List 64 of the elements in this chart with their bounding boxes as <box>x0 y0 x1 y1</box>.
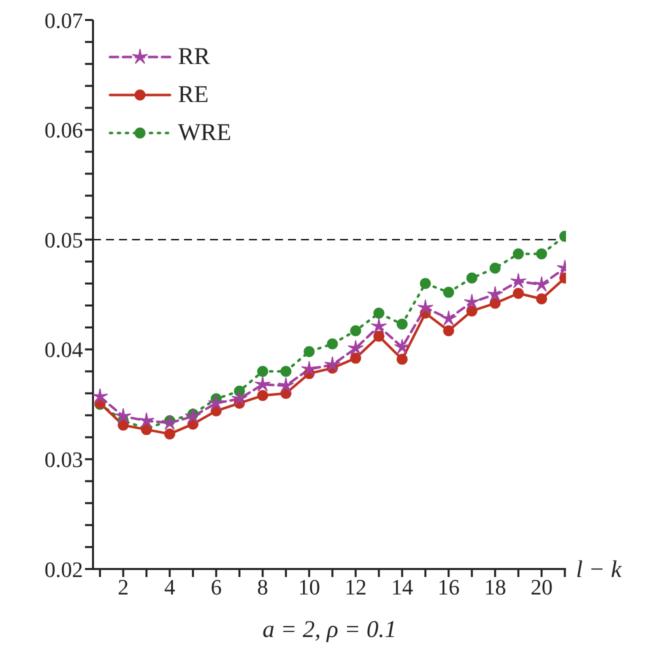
point <box>466 272 478 284</box>
text: a = 2, ρ = 0.1 <box>262 617 398 644</box>
point <box>326 338 338 350</box>
point <box>536 293 548 304</box>
point <box>254 376 271 392</box>
x-tick-label: 18 <box>484 574 506 600</box>
point <box>440 310 457 326</box>
point <box>257 366 268 377</box>
point <box>304 346 315 358</box>
point <box>370 318 387 334</box>
point <box>115 408 132 424</box>
x-tick-label: 4 <box>164 574 176 600</box>
point <box>231 390 248 406</box>
point <box>417 299 434 315</box>
point <box>487 286 504 302</box>
point <box>278 377 294 393</box>
x-tick-label: 10 <box>298 574 320 600</box>
point <box>118 420 129 431</box>
x-tick-label: 6 <box>210 574 222 600</box>
legend-label: RR <box>178 44 210 70</box>
legend-label: RE <box>178 82 209 108</box>
point <box>348 340 364 356</box>
point <box>373 308 384 319</box>
point <box>324 356 341 372</box>
point <box>533 276 550 292</box>
point <box>208 394 224 410</box>
x-tick-label: 12 <box>344 574 367 600</box>
point <box>257 390 268 402</box>
point <box>394 338 410 354</box>
point <box>490 298 501 309</box>
point <box>512 288 524 299</box>
point <box>138 412 155 428</box>
point <box>443 286 454 298</box>
point <box>396 354 408 365</box>
point <box>466 305 478 316</box>
point <box>373 330 384 342</box>
x-tick-label: 20 <box>530 574 553 600</box>
point <box>301 360 318 376</box>
y-tick-label: 0.03 <box>44 447 83 472</box>
legend-label: WRE <box>178 120 232 146</box>
point <box>510 272 526 288</box>
point <box>490 262 501 274</box>
point <box>350 352 362 364</box>
point <box>93 388 108 404</box>
y-tick-label: 0.06 <box>44 118 83 143</box>
y-tick-label: 0.04 <box>44 337 83 362</box>
point <box>464 294 480 310</box>
y-tick-label: 0.05 <box>44 227 83 252</box>
point <box>350 325 362 336</box>
x-axis-title: l − k <box>576 557 622 583</box>
x-tick-label: 8 <box>257 574 268 600</box>
point <box>280 366 292 377</box>
y-tick-label: 0.07 <box>44 8 83 33</box>
x-tick-label: 2 <box>118 574 129 600</box>
x-tick-label: 16 <box>438 574 460 600</box>
point <box>396 318 408 330</box>
point <box>443 325 454 336</box>
x-tick-label: 14 <box>391 574 414 600</box>
point <box>512 248 524 260</box>
point <box>164 428 176 440</box>
point <box>536 248 548 260</box>
point <box>420 278 431 290</box>
point <box>184 408 202 424</box>
y-tick-label: 0.02 <box>44 556 83 582</box>
